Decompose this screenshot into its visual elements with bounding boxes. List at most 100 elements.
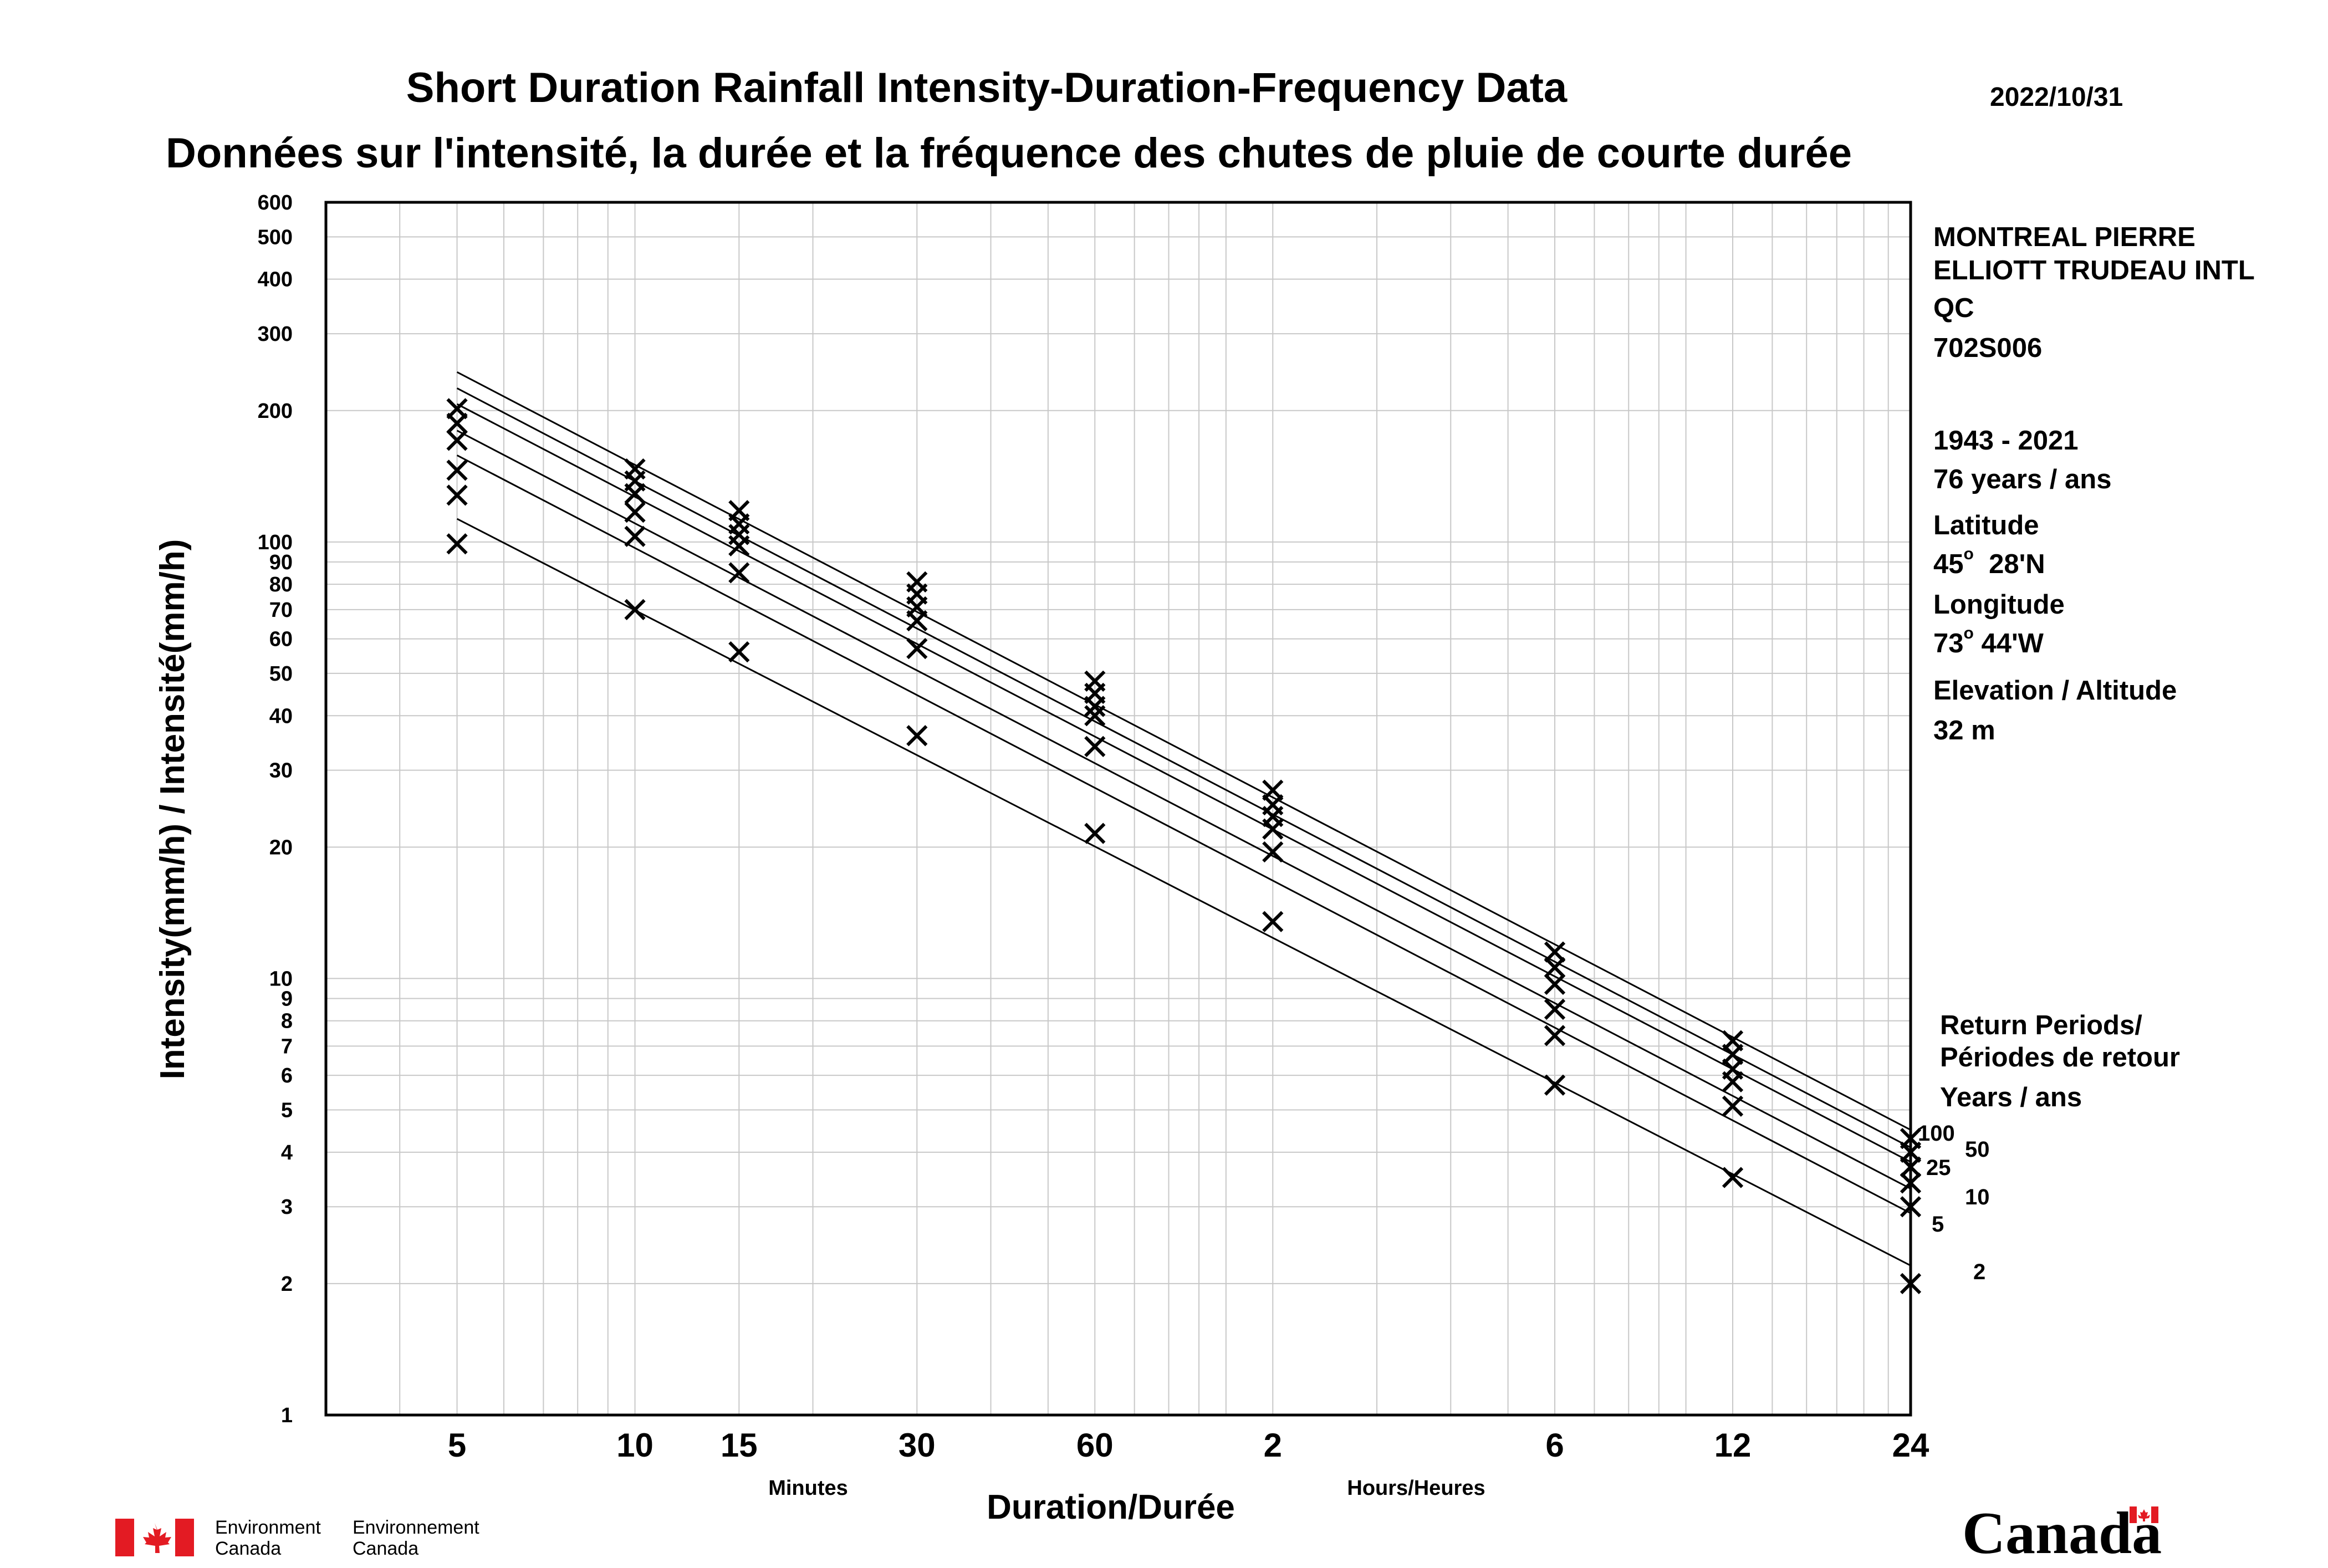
data-point-2 — [1722, 1167, 1744, 1188]
legend-label-5: 5 — [1932, 1212, 1944, 1237]
x-tick-label: 24 — [1892, 1427, 1929, 1464]
x-axis-label: Duration/Durée — [987, 1488, 1235, 1526]
fit-line-2 — [456, 518, 1911, 1266]
x-tick-label: 6 — [1545, 1427, 1564, 1464]
environnement-canada-fr: Environnement Canada — [353, 1517, 479, 1559]
data-point-2 — [906, 725, 928, 747]
station-period: 1943 - 2021 — [1933, 426, 2079, 456]
data-point-5 — [1722, 1095, 1744, 1117]
legend-label-50: 50 — [1965, 1137, 1990, 1162]
data-point-25 — [1544, 973, 1566, 995]
x-tick-label: 12 — [1714, 1427, 1752, 1464]
fit-line-100 — [456, 371, 1911, 1131]
legend-units: Years / ans — [1940, 1082, 2082, 1112]
station-id: 702S006 — [1933, 333, 2043, 363]
elevation-value: 32 m — [1933, 716, 1995, 745]
legend-label-2: 2 — [1973, 1260, 1986, 1284]
data-point-100 — [1544, 941, 1566, 963]
y-tick-label: 70 — [269, 599, 293, 622]
wordmark-flag-icon — [2130, 1506, 2158, 1523]
elevation-label: Elevation / Altitude — [1933, 676, 2177, 706]
y-axis-label: Intensity(mm/h) / Intensité(mm/h) — [154, 539, 192, 1080]
data-point-5 — [1084, 736, 1106, 757]
data-point-10 — [1084, 705, 1106, 727]
chart-grid — [326, 202, 1911, 1416]
fit-line-50 — [456, 387, 1911, 1148]
y-tick-label: 4 — [281, 1141, 293, 1164]
canada-flag-icon — [115, 1519, 194, 1556]
station-province: QC — [1933, 293, 1974, 323]
station-name-line1: MONTREAL PIERRE — [1933, 222, 2196, 252]
data-point-2 — [1544, 1074, 1566, 1096]
data-point-5 — [728, 562, 750, 584]
y-tick-label: 500 — [258, 226, 293, 249]
y-tick-label: 100 — [258, 531, 293, 554]
data-point-10 — [728, 535, 750, 556]
data-point-50 — [1544, 957, 1566, 978]
y-tick-label: 30 — [269, 759, 293, 783]
data-point-2 — [728, 641, 750, 663]
longitude-label: Longitude — [1933, 590, 2065, 620]
x-unit-minutes: Minutes — [768, 1477, 848, 1500]
y-tick-label: 20 — [269, 836, 293, 859]
data-point-5 — [1262, 841, 1284, 863]
data-point-5 — [446, 484, 468, 506]
y-tick-label: 80 — [269, 573, 293, 596]
x-tick-label: 60 — [1076, 1427, 1114, 1464]
fit-line-10 — [456, 430, 1911, 1189]
legend-title-line2: Périodes de retour — [1940, 1043, 2180, 1072]
data-point-10 — [1262, 818, 1284, 840]
data-point-10 — [906, 610, 928, 632]
y-tick-label: 6 — [281, 1064, 293, 1087]
chart-fit-lines — [456, 371, 1911, 1266]
y-tick-label: 50 — [269, 662, 293, 686]
data-point-2 — [624, 599, 646, 620]
chart-data-points — [446, 398, 1922, 1295]
data-point-25 — [446, 430, 468, 451]
data-point-2 — [1262, 911, 1284, 932]
data-point-5 — [624, 525, 646, 547]
data-point-50 — [446, 412, 468, 434]
longitude-value: 73o 44'W — [1933, 624, 2044, 658]
y-tick-label: 3 — [281, 1196, 293, 1219]
y-tick-label: 5 — [281, 1099, 293, 1122]
data-point-2 — [446, 533, 468, 555]
report-date: 2022/10/31 — [1990, 83, 2123, 112]
data-point-5 — [906, 637, 928, 660]
latitude-label: Latitude — [1933, 510, 2039, 540]
y-tick-label: 400 — [258, 268, 293, 292]
data-point-5 — [1544, 1025, 1566, 1046]
data-point-10 — [624, 502, 646, 523]
x-tick-label: 5 — [448, 1427, 466, 1464]
y-tick-label: 8 — [281, 1010, 293, 1033]
y-tick-label: 300 — [258, 323, 293, 346]
y-tick-label: 200 — [258, 400, 293, 423]
legend-title-line1: Return Periods/ — [1940, 1010, 2142, 1040]
environment-canada-en: Environment Canada — [215, 1517, 321, 1559]
x-tick-label: 2 — [1264, 1427, 1282, 1464]
plot-frame — [324, 201, 1912, 1417]
station-years: 76 years / ans — [1933, 464, 2112, 494]
y-tick-label: 2 — [281, 1273, 293, 1296]
x-unit-hours: Hours/Heures — [1347, 1477, 1485, 1500]
data-point-10 — [446, 459, 468, 481]
x-tick-label: 10 — [616, 1427, 654, 1464]
x-tick-label: 30 — [898, 1427, 936, 1464]
latitude-value: 45o 28'N — [1933, 544, 2045, 579]
y-tick-label: 7 — [281, 1035, 293, 1058]
x-axis-ticks: 5 10 15 30 60 2 6 12 24 — [448, 1427, 1929, 1464]
data-point-25 — [1084, 696, 1106, 717]
y-tick-label: 60 — [269, 628, 293, 651]
data-point-2 — [1084, 823, 1106, 844]
data-point-10 — [1722, 1071, 1744, 1092]
legend-label-10: 10 — [1965, 1185, 1990, 1209]
data-point-25 — [624, 483, 646, 504]
fit-line-5 — [456, 454, 1911, 1214]
y-tick-label: 10 — [269, 967, 293, 990]
y-tick-label: 600 — [258, 191, 293, 214]
station-name-line2: ELLIOTT TRUDEAU INTL — [1933, 256, 2255, 285]
data-point-10 — [1544, 998, 1566, 1020]
y-tick-label: 9 — [281, 987, 293, 1010]
legend-label-100: 100 — [1918, 1121, 1955, 1146]
